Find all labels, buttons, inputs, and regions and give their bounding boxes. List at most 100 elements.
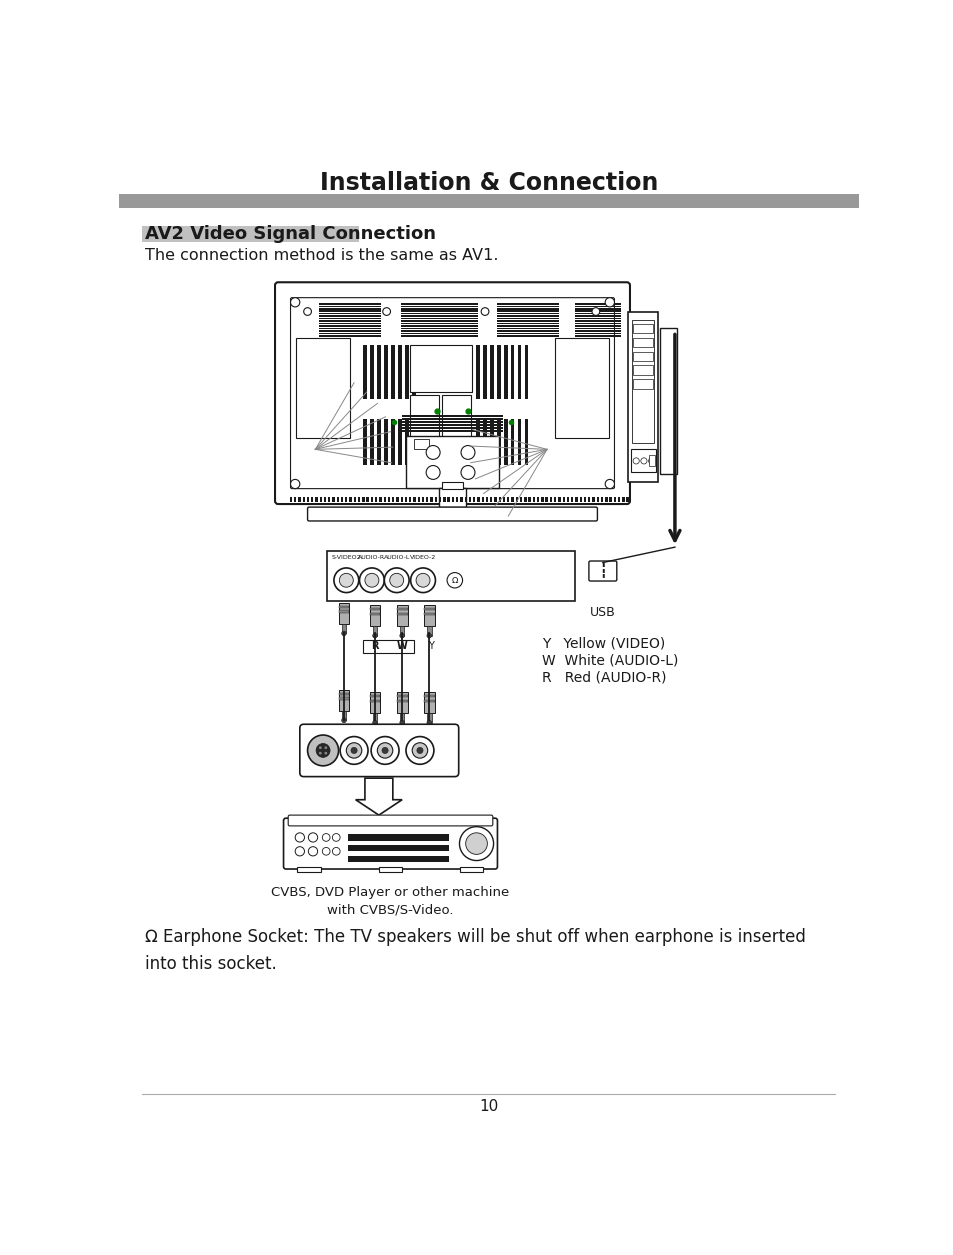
Bar [409, 497, 411, 502]
Bar [400, 330, 477, 331]
Circle shape [303, 307, 311, 315]
Bar [489, 345, 493, 399]
FancyBboxPatch shape [274, 282, 629, 505]
Bar [447, 497, 449, 502]
Bar [384, 419, 388, 464]
FancyBboxPatch shape [291, 297, 614, 488]
Circle shape [373, 634, 377, 638]
Bar [302, 497, 305, 502]
Circle shape [351, 747, 356, 753]
Text: R   Red (AUDIO-R): R Red (AUDIO-R) [541, 670, 665, 684]
Bar [426, 497, 428, 502]
Bar [307, 497, 309, 502]
Bar [319, 335, 381, 336]
Circle shape [346, 743, 361, 758]
Circle shape [324, 747, 327, 749]
Bar [510, 345, 514, 399]
Bar [459, 867, 483, 872]
Bar [494, 497, 497, 502]
Bar [400, 312, 477, 315]
Bar [613, 497, 616, 502]
Bar [319, 323, 381, 324]
Bar [400, 307, 477, 310]
Text: S-VIDEO2: S-VIDEO2 [331, 556, 361, 561]
Bar [400, 333, 477, 334]
Circle shape [416, 747, 422, 753]
Circle shape [307, 735, 338, 766]
Bar [628, 312, 658, 482]
Bar [497, 320, 558, 321]
Bar [371, 497, 373, 502]
Bar [395, 497, 398, 502]
Circle shape [359, 569, 384, 592]
Bar [384, 345, 388, 399]
Bar [482, 419, 486, 464]
Bar [609, 497, 611, 502]
Bar [338, 689, 349, 712]
FancyBboxPatch shape [283, 818, 497, 868]
Bar [452, 497, 454, 502]
Bar [369, 612, 380, 615]
Circle shape [334, 569, 358, 592]
Bar [442, 395, 471, 438]
Circle shape [341, 631, 346, 636]
Bar [554, 497, 556, 502]
Circle shape [640, 458, 646, 464]
Bar [497, 318, 558, 319]
Bar [575, 333, 620, 334]
Bar [366, 497, 369, 502]
Bar [396, 692, 407, 714]
Bar [400, 497, 402, 502]
Circle shape [373, 720, 377, 725]
Bar [373, 714, 377, 723]
Bar [497, 328, 558, 329]
Bar [503, 345, 507, 399]
Bar [412, 345, 416, 399]
Bar [319, 315, 381, 318]
Circle shape [399, 720, 404, 725]
Text: 10: 10 [478, 1099, 498, 1114]
Bar [528, 497, 530, 502]
Bar [497, 330, 558, 331]
Bar [587, 497, 590, 502]
Circle shape [416, 574, 430, 587]
Circle shape [648, 458, 654, 464]
Bar [575, 320, 620, 321]
Circle shape [322, 833, 330, 841]
Bar [319, 307, 381, 310]
Bar [396, 607, 407, 610]
Bar [402, 418, 502, 419]
Bar [400, 305, 477, 307]
Text: Y   Yellow (VIDEO): Y Yellow (VIDEO) [541, 636, 664, 650]
Bar [497, 325, 558, 326]
Bar [412, 419, 416, 464]
Bar [555, 338, 608, 438]
Bar [633, 324, 653, 333]
Bar [327, 551, 575, 601]
Circle shape [381, 747, 388, 753]
Bar [633, 365, 653, 375]
Bar [502, 497, 505, 502]
Bar [373, 626, 377, 636]
Text: Ω Earphone Socket: The TV speakers will be shut off when earphone is inserted
in: Ω Earphone Socket: The TV speakers will … [145, 929, 805, 973]
Bar [357, 497, 360, 502]
Bar [575, 307, 620, 310]
Bar [298, 497, 300, 502]
Bar [476, 419, 479, 464]
Bar [297, 867, 320, 872]
Bar [396, 605, 407, 626]
Bar [427, 626, 431, 636]
Circle shape [291, 479, 299, 488]
Circle shape [592, 307, 599, 315]
Bar [362, 497, 364, 502]
Bar [400, 323, 477, 324]
Bar [523, 497, 526, 502]
Bar [295, 338, 350, 438]
Bar [524, 419, 528, 464]
Text: AV2 Video Signal Connection: AV2 Video Signal Connection [145, 225, 436, 243]
Bar [476, 345, 479, 399]
Bar [397, 345, 402, 399]
Bar [369, 605, 380, 626]
Bar [369, 695, 380, 698]
Bar [338, 693, 349, 695]
